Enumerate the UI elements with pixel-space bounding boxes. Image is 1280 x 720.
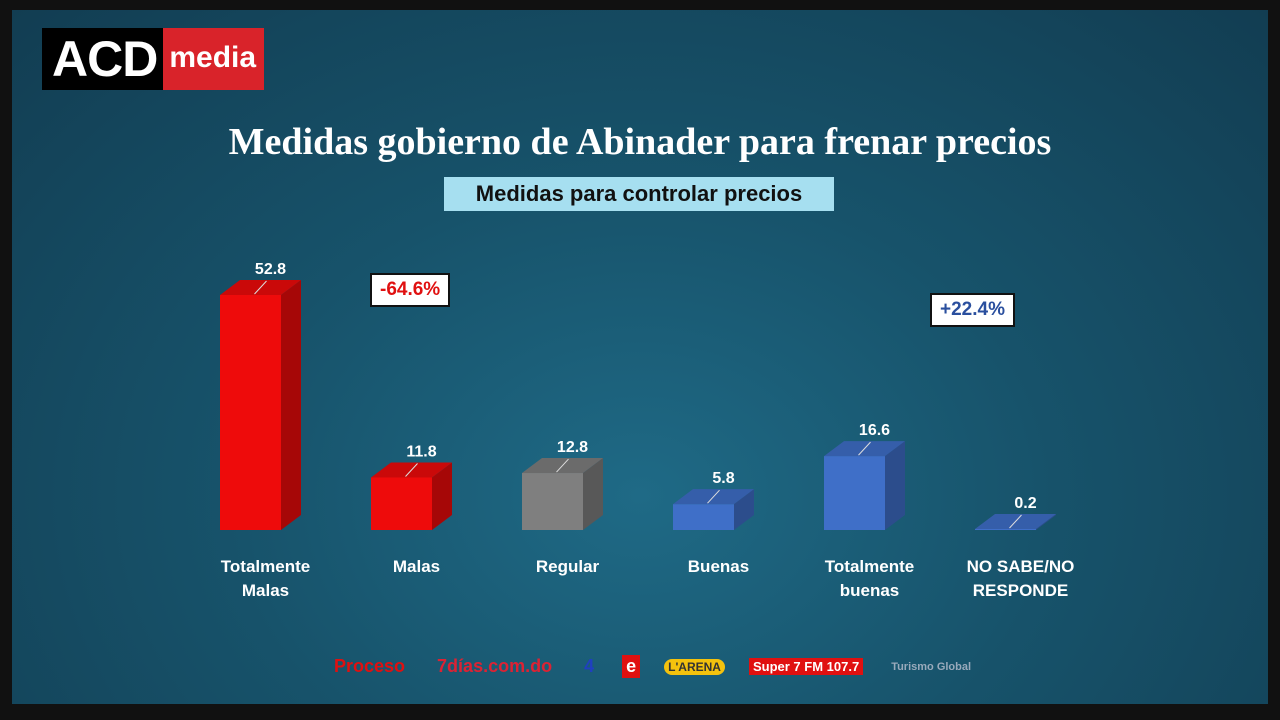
value-leader [556,458,569,473]
bar [371,477,432,530]
value-label: 16.6 [859,422,890,439]
bar-side [734,489,754,530]
logo-media: media [163,28,265,90]
annotation-positive: +22.4% [930,293,1015,327]
acd-media-logo: ACD media [42,28,265,90]
value-leader [858,441,871,456]
sponsor-logo: L'ARENA [664,658,725,675]
logo-acd: ACD [42,28,164,90]
bar-side [1036,514,1056,530]
bar-side [432,462,452,530]
value-label: 12.8 [557,439,588,456]
category-label: Malas [393,557,440,576]
bar [673,504,734,530]
bar [220,295,281,530]
category-label: buenas [840,581,900,600]
annotation-negative: -64.6% [370,273,451,307]
chart-title: Medidas gobierno de Abinader para frenar… [228,121,1052,163]
sponsor-logo: Turismo Global [891,660,972,673]
category-label: Regular [536,557,600,576]
bar-side [281,280,301,530]
sponsor-logo: 4 [584,656,595,676]
bar-side [885,441,905,530]
value-label: 52.8 [255,261,286,278]
sponsor-logo: Proceso [334,656,406,676]
value-leader [405,463,418,477]
value-label: 5.8 [712,470,734,487]
category-label: Totalmente [825,557,914,576]
bar [975,529,1036,530]
chart-subtitle: Medidas para controlar precios [444,177,834,211]
category-label: NO SABE/NO [967,557,1075,576]
category-label: Buenas [688,557,749,576]
value-leader [707,489,720,504]
bar-side [583,458,603,530]
sponsor-logo: Super 7 FM 107.7 [748,658,864,675]
sponsor-logo: 7días.com.do [437,656,553,676]
bar [824,456,885,530]
category-label: Malas [242,581,289,600]
value-leader [1009,514,1022,529]
category-label: Totalmente [221,557,310,576]
value-label: 11.8 [406,443,436,460]
value-leader [254,280,267,295]
value-label: 0.2 [1014,495,1036,512]
sponsor-logo: e [622,655,641,678]
category-label: RESPONDE [973,581,1068,600]
bar [522,473,583,530]
sponsor-logos: Proceso 7días.com.do 4 e L'ARENA Super 7… [330,655,975,678]
